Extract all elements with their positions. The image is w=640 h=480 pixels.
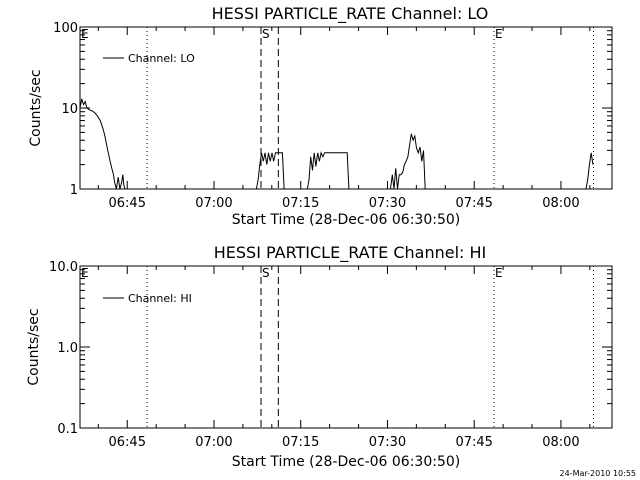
data-series [79, 98, 594, 190]
x-tick-label: 07:45 [455, 435, 492, 450]
y-tick-label: 100 [53, 21, 78, 36]
chart-title: HESSI PARTICLE_RATE Channel: LO [212, 4, 489, 24]
panel-hi: HESSI PARTICLE_RATE Channel: HI Start Ti… [26, 243, 613, 470]
axis-ticks: 06:45 07:00 07:15 07:30 07:45 08:00 1 10 100 [53, 21, 612, 211]
event-marker-label: E [81, 27, 89, 41]
axis-ticks: 06:45 07:00 07:15 07:30 07:45 08:00 0.1 1.0 10.0 [49, 260, 612, 450]
x-tick-label: 07:15 [282, 196, 319, 211]
x-tick-label: 06:45 [109, 196, 146, 211]
x-axis-label: Start Time (28-Dec-06 06:30:50) [232, 212, 460, 228]
y-tick-label: 10 [61, 102, 78, 117]
event-marker-label: E [495, 27, 503, 41]
chart-title: HESSI PARTICLE_RATE Channel: HI [214, 243, 487, 263]
legend-entry: Channel: LO [128, 52, 195, 65]
y-axis-label: Counts/sec [26, 308, 42, 385]
legend: Channel: HI [103, 292, 192, 305]
x-tick-label: 07:00 [195, 435, 232, 450]
x-tick-label: 08:00 [542, 196, 579, 211]
y-tick-label: 0.1 [57, 422, 78, 437]
event-marker-label: E [81, 266, 89, 280]
x-tick-label: 07:30 [369, 435, 406, 450]
x-tick-label: 08:00 [542, 435, 579, 450]
x-tick-label: 07:15 [282, 435, 319, 450]
series-line [79, 98, 594, 190]
event-marker-label: S [262, 266, 270, 280]
legend: Channel: LO [103, 52, 195, 65]
x-tick-label: 07:00 [195, 196, 232, 211]
plot-frame [79, 265, 613, 429]
x-tick-label: 07:30 [369, 196, 406, 211]
panel-lo: HESSI PARTICLE_RATE Channel: LO Start Ti… [28, 4, 613, 228]
x-axis-label: Start Time (28-Dec-06 06:30:50) [232, 454, 460, 470]
x-tick-label: 06:45 [109, 435, 146, 450]
legend-entry: Channel: HI [128, 292, 192, 305]
y-tick-label: 1.0 [57, 341, 78, 356]
x-tick-label: 07:45 [455, 196, 492, 211]
y-tick-label: 10.0 [49, 260, 78, 275]
footer-timestamp: 24-Mar-2010 10:55 [560, 469, 637, 478]
y-axis-label: Counts/sec [28, 69, 44, 146]
y-tick-label: 1 [70, 183, 78, 198]
event-marker-label: S [262, 27, 270, 41]
event-marker-label: E [495, 266, 503, 280]
